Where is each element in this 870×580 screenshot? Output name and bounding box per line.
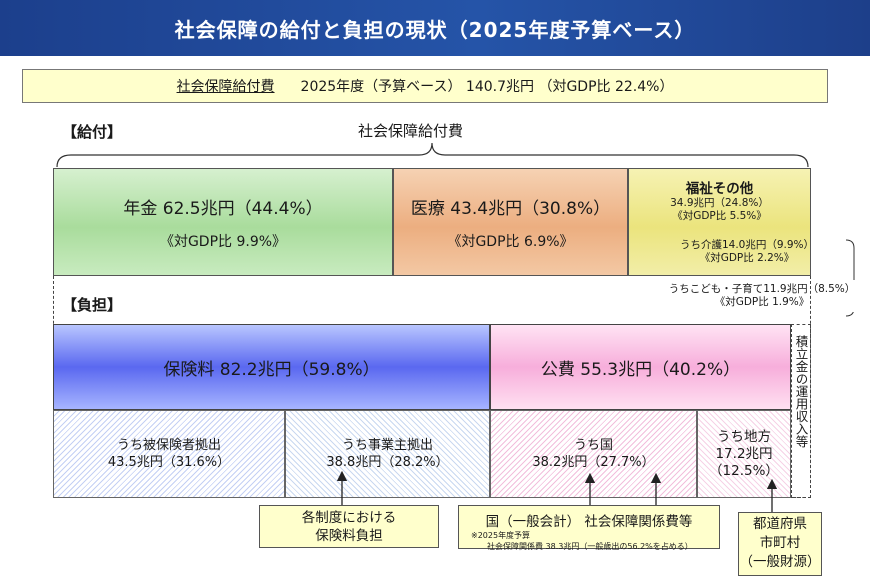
- welfare-amount: 34.9兆円（24.8%）: [670, 197, 769, 209]
- welfare-title: 福祉その他: [685, 181, 754, 197]
- insured-amount: 43.5兆円（31.6%）: [107, 455, 231, 470]
- government-note-title: 国（一般会計） 社会保障関係費等: [485, 514, 693, 530]
- government-note-footnote2: 社会保障関係費 38.3兆円（一般歳出の56.2%を占める）: [487, 542, 693, 551]
- premium-note-line2: 保険料負担: [315, 528, 383, 544]
- medical-gdp: 《対GDP比 6.9%》: [447, 233, 574, 250]
- insured-label: うち被保険者拠出: [116, 438, 221, 453]
- local-note-line1: 都道府県: [753, 516, 807, 532]
- summary-text: 2025年度（予算ベース） 140.7兆円 （対GDP比 22.4%）: [300, 79, 674, 95]
- employer-label: うち事業主拠出: [341, 438, 433, 453]
- local-share: （12.5%）: [709, 462, 779, 479]
- premium-note: 各制度における 保険料負担: [259, 505, 439, 548]
- premium-note-line1: 各制度における: [301, 510, 397, 526]
- pension-gdp: 《対GDP比 9.9%》: [159, 233, 287, 250]
- reserve-income-label: 積立金の運用収入等: [791, 324, 811, 498]
- local-label: うち地方: [717, 428, 771, 445]
- pension-block: 年金 62.5兆円（44.4%） 《対GDP比 9.9%》: [53, 168, 393, 276]
- burden-section-label: 【負担】: [62, 296, 123, 314]
- local-note-line2: 市町村: [759, 535, 801, 551]
- local-note-line3: （一般財源）: [739, 554, 821, 570]
- care-breakdown: うち介護14.0兆円（9.9%） 《対GDP比 2.2%》: [672, 239, 822, 265]
- national-label: うち国: [573, 438, 613, 453]
- employer-contribution: うち事業主拠出 38.8兆円（28.2%）: [285, 410, 490, 498]
- insurance-block: 保険料 82.2兆円（59.8%）: [53, 324, 490, 410]
- national-amount: 38.2兆円（27.7%）: [532, 455, 655, 470]
- care-gdp: 《対GDP比 2.2%》: [699, 252, 795, 264]
- national-funds: うち国 38.2兆円（27.7%）: [490, 410, 697, 498]
- welfare-gdp: 《対GDP比 5.5%》: [672, 210, 767, 222]
- summary-label: 社会保障給付費: [176, 79, 275, 95]
- local-amount: 17.2兆円: [715, 445, 773, 462]
- public-funds-label: 公費 55.3兆円（40.2%）: [540, 359, 741, 380]
- brace-label: 社会保障給付費: [358, 122, 464, 140]
- government-note: 国（一般会計） 社会保障関係費等 ※2025年度予算 社会保障関係費 38.3兆…: [458, 505, 720, 551]
- insured-contribution: うち被保険者拠出 43.5兆円（31.6%）: [53, 410, 285, 498]
- medical-block: 医療 43.4兆円（30.8%） 《対GDP比 6.9%》: [393, 168, 628, 276]
- public-funds-block: 公費 55.3兆円（40.2%）: [490, 324, 791, 410]
- page-title: 社会保障の給付と負担の現状（2025年度予算ベース）: [0, 0, 870, 56]
- pension-amount: 年金 62.5兆円（44.4%）: [123, 198, 323, 219]
- child-breakdown: うちこども・子育て11.9兆円（8.5%） 《対GDP比 1.9%》: [668, 283, 856, 309]
- benefits-section-label: 【給付】: [62, 123, 123, 141]
- welfare-block: 福祉その他 34.9兆円（24.8%） 《対GDP比 5.5%》: [628, 168, 811, 276]
- insurance-label: 保険料 82.2兆円（59.8%）: [163, 359, 380, 380]
- curly-brace: [56, 142, 809, 168]
- care-amount: うち介護14.0兆円（9.9%）: [679, 239, 815, 251]
- right-bracket: [845, 239, 855, 317]
- child-amount: うちこども・子育て11.9兆円（8.5%）: [668, 283, 856, 295]
- local-funds: うち地方 17.2兆円 （12.5%）: [697, 410, 791, 498]
- summary-box: 社会保障給付費 2025年度（予算ベース） 140.7兆円 （対GDP比 22.…: [22, 69, 828, 103]
- child-gdp: 《対GDP比 1.9%》: [714, 296, 810, 308]
- child-breakdown-bg: [668, 280, 856, 312]
- employer-amount: 38.8兆円（28.2%）: [326, 455, 449, 470]
- government-note-footnote1: ※2025年度予算: [471, 531, 531, 540]
- local-gov-note: 都道府県 市町村 （一般財源）: [738, 512, 822, 576]
- medical-amount: 医療 43.4兆円（30.8%）: [410, 198, 611, 219]
